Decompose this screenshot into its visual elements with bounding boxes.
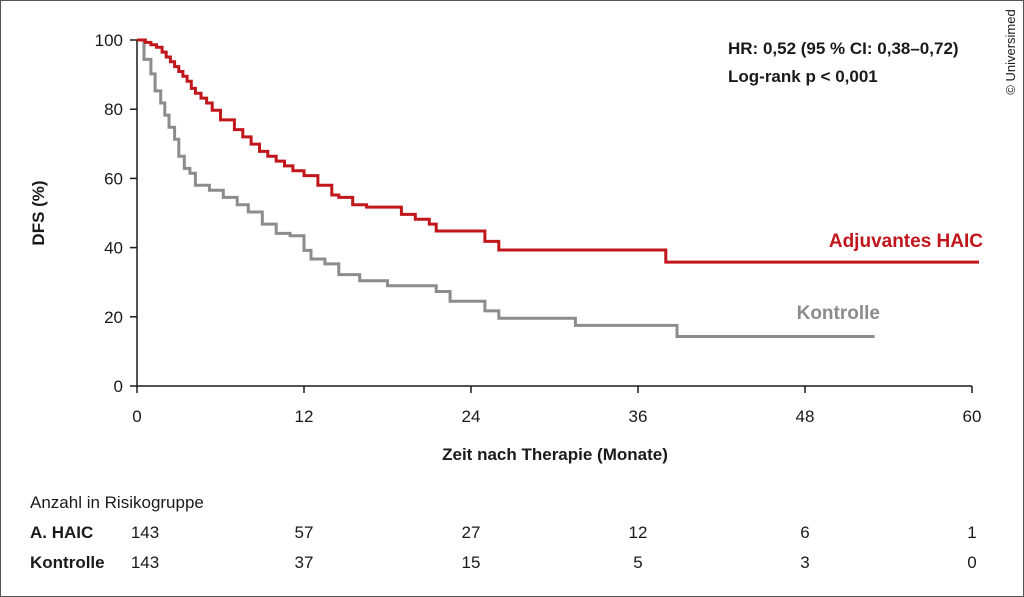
risk-table-title: Anzahl in Risikogruppe [30,493,204,512]
x-tick-label: 24 [462,407,481,426]
x-tick-label: 12 [295,407,314,426]
y-ticks: 0 20 40 60 80 100 [95,31,137,396]
risk-value: 143 [131,523,159,542]
risk-value: 57 [295,523,314,542]
risk-value: 6 [800,523,809,542]
x-tick-label: 36 [629,407,648,426]
x-ticks: 0 12 24 36 48 60 [132,386,981,426]
y-tick-label: 80 [104,100,123,119]
y-tick-label: 100 [95,31,123,50]
y-axis-label: DFS (%) [29,180,48,245]
risk-value: 0 [967,553,976,572]
x-tick-label: 48 [796,407,815,426]
risk-row-label-haic: A. HAIC [30,523,93,542]
survival-curves [137,38,979,338]
survival-curve-kontrolle [137,38,875,338]
y-tick-label: 0 [114,377,123,396]
copyright-text: © Universimed [1003,9,1018,94]
risk-row-label-kontrolle: Kontrolle [30,553,105,572]
risk-value: 37 [295,553,314,572]
x-tick-label: 60 [963,407,982,426]
risk-value: 15 [462,553,481,572]
risk-value: 3 [800,553,809,572]
survival-curve-haic [137,38,979,264]
hr-annotation: HR: 0,52 (95 % CI: 0,38–0,72) [728,39,959,58]
risk-value: 143 [131,553,159,572]
x-tick-label: 0 [132,407,141,426]
series-label-haic: Adjuvantes HAIC [829,231,983,252]
x-axis-label: Zeit nach Therapie (Monate) [442,445,668,464]
risk-table-values: 143 57 27 12 6 1 143 37 15 5 3 0 [131,523,977,572]
risk-value: 1 [967,523,976,542]
risk-value: 27 [462,523,481,542]
y-tick-label: 40 [104,239,123,258]
risk-value: 5 [633,553,642,572]
risk-value: 12 [629,523,648,542]
logrank-annotation: Log-rank p < 0,001 [728,67,878,86]
series-label-kontrolle: Kontrolle [797,303,880,324]
y-tick-label: 20 [104,308,123,327]
y-tick-label: 60 [104,169,123,188]
